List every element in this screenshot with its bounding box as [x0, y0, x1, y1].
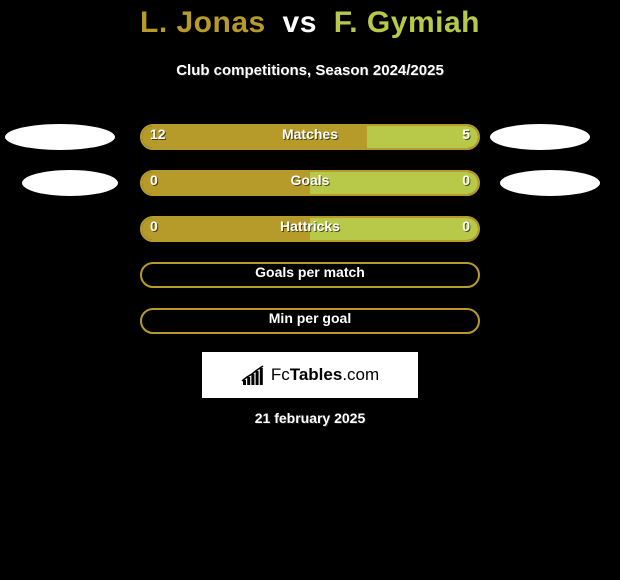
stat-value-right: 0 [462, 172, 470, 188]
stat-value-right: 5 [462, 126, 470, 142]
date-label: 21 february 2025 [0, 410, 620, 426]
logo-text-bold: Tables [290, 365, 343, 384]
stat-value-left: 0 [150, 172, 158, 188]
stat-bar [140, 124, 480, 150]
logo-text: FcTables.com [271, 365, 379, 385]
stat-value-left: 0 [150, 218, 158, 234]
comparison-rows: Matches125Goals00Hattricks00Goals per ma… [0, 124, 620, 354]
side-ellipse [22, 170, 118, 196]
stat-bar [140, 308, 480, 334]
stat-row: Hattricks00 [0, 216, 620, 242]
fctables-logo: FcTables.com [202, 352, 418, 398]
title-right: F. Gymiah [334, 6, 480, 39]
logo-text-suffix: .com [342, 365, 379, 384]
stat-row: Min per goal [0, 308, 620, 334]
title-vs: vs [283, 6, 317, 39]
stat-bar [140, 170, 480, 196]
bar-segment-right [310, 218, 478, 240]
bar-segment-left [142, 218, 310, 240]
side-ellipse [5, 124, 115, 150]
bar-segment-left [142, 126, 367, 148]
stat-bar [140, 262, 480, 288]
stat-value-left: 12 [150, 126, 166, 142]
title-left: L. Jonas [140, 6, 266, 39]
stat-bar [140, 216, 480, 242]
logo-text-prefix: Fc [271, 365, 290, 384]
bar-segment-left [142, 172, 310, 194]
side-ellipse [500, 170, 600, 196]
page-title: L. Jonas vs F. Gymiah [0, 6, 620, 40]
stat-row: Goals per match [0, 262, 620, 288]
stat-value-right: 0 [462, 218, 470, 234]
subtitle: Club competitions, Season 2024/2025 [0, 62, 620, 79]
bar-segment-right [310, 172, 478, 194]
side-ellipse [490, 124, 590, 150]
bars-icon [241, 365, 265, 385]
